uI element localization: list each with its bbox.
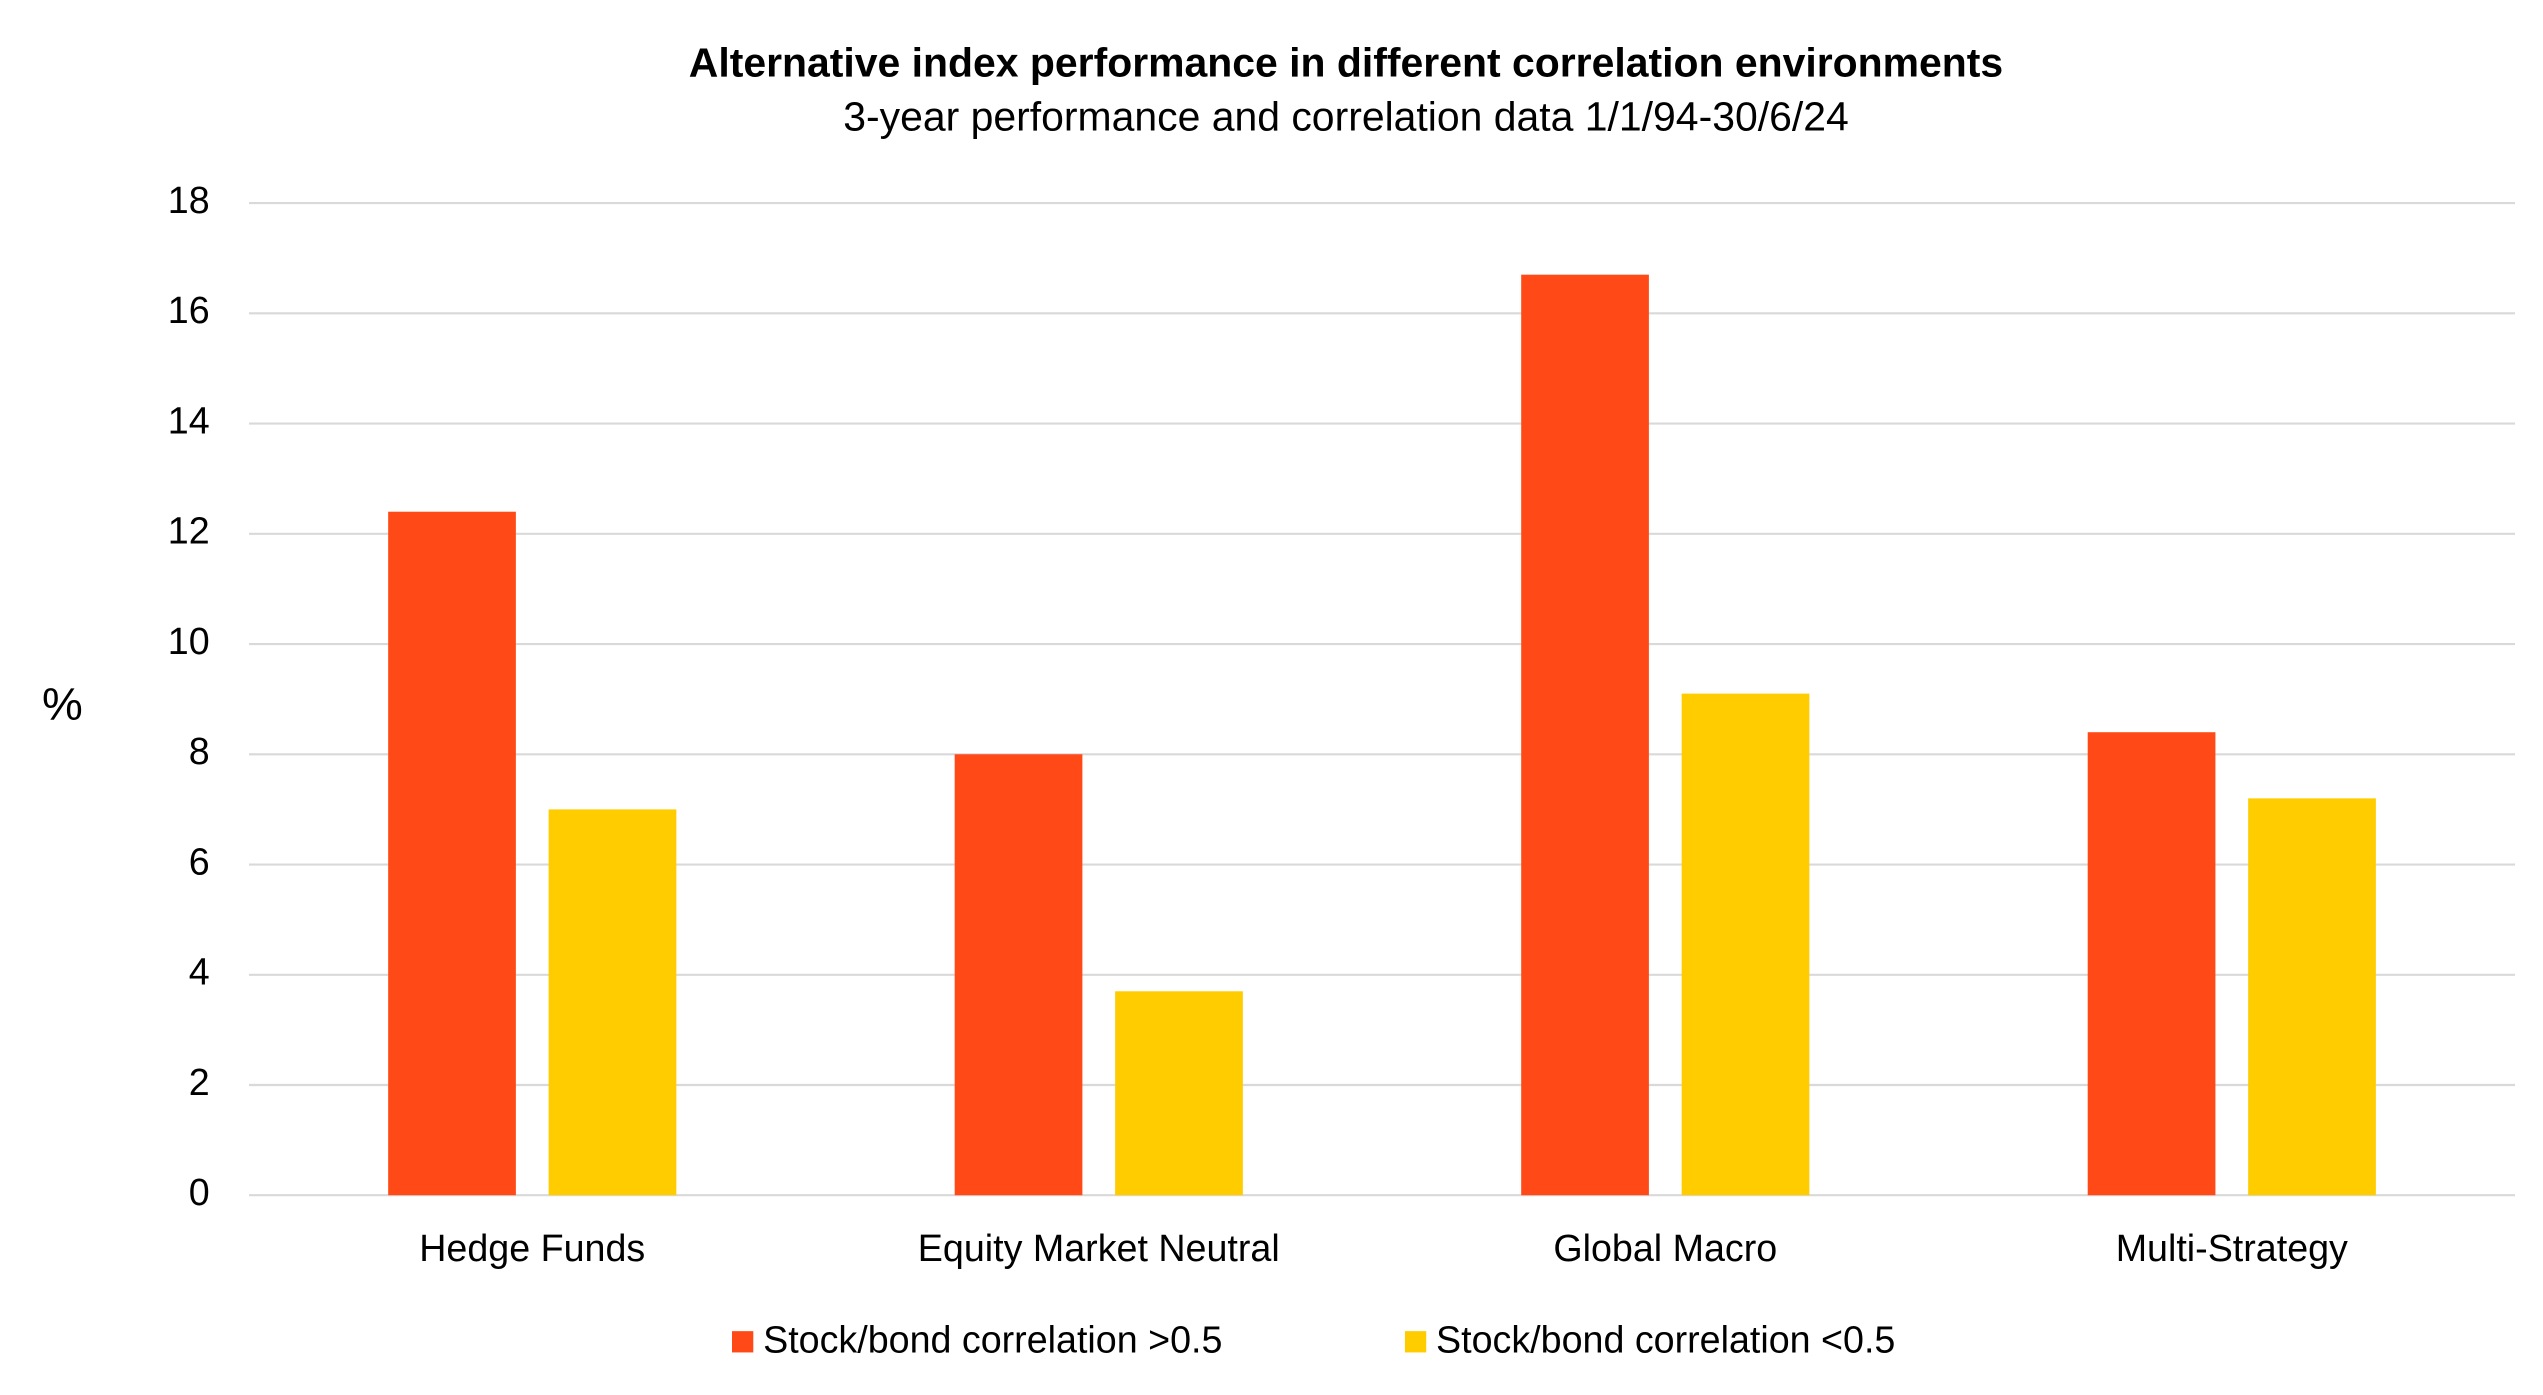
y-tick-label: 2	[189, 1061, 210, 1103]
bar	[2087, 732, 2216, 1196]
x-tick-label: Equity Market Neutral	[918, 1227, 1280, 1269]
y-tick-label: 4	[189, 951, 210, 993]
x-tick-label: Multi-Strategy	[2116, 1227, 2348, 1269]
y-tick-label: 14	[168, 399, 210, 441]
y-tick-label: 16	[168, 289, 210, 331]
y-tick-label: 8	[189, 730, 210, 772]
x-tick-label: Global Macro	[1553, 1227, 1777, 1269]
bar	[954, 754, 1083, 1196]
y-tick-label: 10	[168, 620, 210, 662]
bar	[1521, 274, 1649, 1196]
legend-swatch	[1404, 1331, 1427, 1353]
bar	[1115, 991, 1243, 1196]
y-tick-label: 6	[189, 840, 210, 882]
y-tick-label: 0	[189, 1171, 210, 1213]
y-axis-label: %	[42, 678, 83, 729]
chart-title: Alternative index performance in differe…	[689, 39, 2003, 85]
bar	[548, 809, 677, 1196]
bar	[1681, 693, 1810, 1196]
legend-label: Stock/bond correlation <0.5	[1436, 1319, 1895, 1361]
y-tick-label: 18	[168, 179, 210, 221]
legend-swatch	[732, 1331, 754, 1353]
bar	[2248, 798, 2376, 1196]
legend-label: Stock/bond correlation >0.5	[763, 1319, 1222, 1361]
chart-subtitle: 3-year performance and correlation data …	[843, 93, 1848, 139]
x-tick-label: Hedge Funds	[419, 1227, 645, 1269]
bar	[388, 511, 516, 1196]
y-tick-label: 12	[168, 510, 210, 552]
